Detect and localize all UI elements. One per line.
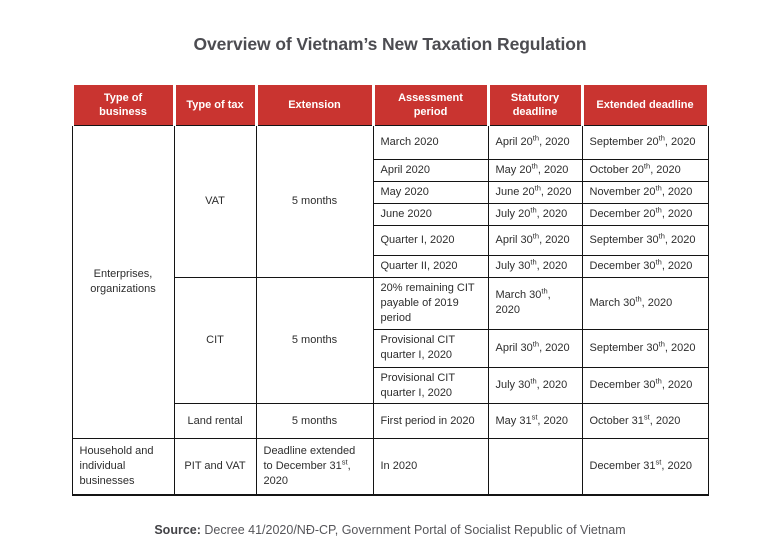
col-header-extension: Extension [254, 85, 375, 126]
cell-extended-deadline: September 30th, 2020 [581, 328, 709, 368]
cell-extension-vat: 5 months [255, 125, 374, 278]
cell-statutory-deadline: May 20th, 2020 [487, 159, 583, 182]
cell-extension-household: Deadline extended to December 31st, 2020 [255, 438, 374, 496]
table-row: Household and individual businesses PIT … [71, 438, 709, 496]
cell-extended-deadline: October 31st, 2020 [581, 403, 709, 440]
cell-assessment-period: Provisional CIT quarter I, 2020 [372, 366, 489, 405]
cell-assessment-period: 20% remaining CIT payable of 2019 period [372, 276, 489, 330]
source-line: Source: Decree 41/2020/NĐ-CP, Government… [0, 523, 780, 537]
table-row: Provisional CIT quarter I, 2020 April 30… [72, 328, 709, 368]
cell-business-household: Household and individual businesses [71, 438, 175, 496]
header-row: Type of business Type of tax Extension A… [70, 85, 710, 126]
source-label: Source: [154, 522, 201, 537]
cell-assessment-period: June 2020 [372, 202, 489, 226]
cell-extended-deadline: September 30th, 2020 [581, 224, 709, 256]
cell-tax-pit-vat: PIT and VAT [173, 438, 257, 496]
col-header-statutory-deadline: Statutory deadline [486, 85, 584, 126]
cell-assessment-period: Provisional CIT quarter I, 2020 [372, 328, 489, 368]
cell-extended-deadline: December 31st, 2020 [581, 438, 709, 496]
cell-statutory-deadline: March 30th, 2020 [487, 276, 583, 330]
cell-statutory-deadline: April 20th, 2020 [487, 125, 583, 160]
table-row: Land rental 5 months First period in 202… [72, 403, 709, 440]
table-row: May 2020 June 20th, 2020 November 20th, … [72, 181, 709, 204]
table-row: Provisional CIT quarter I, 2020 July 30t… [72, 366, 709, 405]
cell-assessment-period: In 2020 [372, 438, 489, 496]
tax-table: Type of business Type of tax Extension A… [70, 85, 710, 496]
table-row: Quarter I, 2020 April 30th, 2020 Septemb… [72, 224, 709, 256]
taxation-infographic: Overview of Vietnam’s New Taxation Regul… [0, 34, 780, 537]
cell-statutory-deadline: July 30th, 2020 [487, 254, 583, 278]
cell-extended-deadline: October 20th, 2020 [581, 159, 709, 182]
cell-assessment-period: April 2020 [372, 159, 489, 182]
cell-extended-deadline: September 20th, 2020 [581, 125, 709, 160]
table-row: CIT 5 months 20% remaining CIT payable o… [72, 276, 709, 405]
cell-assessment-period: Quarter I, 2020 [372, 224, 489, 256]
table-row: June 2020 July 20th, 2020 December 20th,… [72, 202, 709, 226]
cell-statutory-deadline: June 20th, 2020 [487, 181, 583, 204]
cell-extended-deadline: December 30th, 2020 [581, 254, 709, 278]
col-header-assessment-period: Assessment period [371, 85, 490, 126]
cell-assessment-period: First period in 2020 [372, 403, 489, 440]
cell-extended-deadline: December 20th, 2020 [581, 202, 709, 226]
col-header-type-of-tax: Type of tax [172, 85, 258, 126]
source-text: Decree 41/2020/NĐ-CP, Government Portal … [200, 522, 626, 537]
table-row: April 2020 May 20th, 2020 October 20th, … [72, 159, 709, 182]
cell-statutory-deadline: April 30th, 2020 [487, 224, 583, 256]
cell-assessment-period: Quarter II, 2020 [372, 254, 489, 278]
cell-extended-deadline: November 20th, 2020 [581, 181, 709, 204]
cell-assessment-period: March 2020 [372, 125, 489, 160]
cell-business-enterprises: Enterprises, organizations [71, 124, 175, 440]
cell-tax-land-rental: Land rental [173, 403, 257, 440]
page-title: Overview of Vietnam’s New Taxation Regul… [193, 34, 587, 54]
cell-tax-vat: VAT [173, 125, 257, 278]
cell-extended-deadline: December 30th, 2020 [581, 366, 709, 405]
cell-statutory-deadline: May 31st, 2020 [487, 403, 583, 440]
col-header-type-of-business: Type of business [70, 85, 176, 126]
cell-extended-deadline: March 30th, 2020 [581, 276, 709, 330]
cell-statutory-deadline: July 30th, 2020 [487, 366, 583, 405]
cell-extension-land-rental: 5 months [255, 403, 374, 440]
table-row: Enterprises, organizations VAT 5 months … [71, 124, 709, 440]
cell-tax-cit: CIT [173, 276, 257, 405]
table-row: Quarter II, 2020 July 30th, 2020 Decembe… [72, 254, 709, 278]
cell-extension-cit: 5 months [255, 276, 374, 405]
cell-statutory-deadline: April 30th, 2020 [487, 328, 583, 368]
cell-statutory-deadline [487, 438, 583, 496]
cell-statutory-deadline: July 20th, 2020 [487, 202, 583, 226]
col-header-extended-deadline: Extended deadline [580, 85, 710, 126]
cell-assessment-period: May 2020 [372, 181, 489, 204]
